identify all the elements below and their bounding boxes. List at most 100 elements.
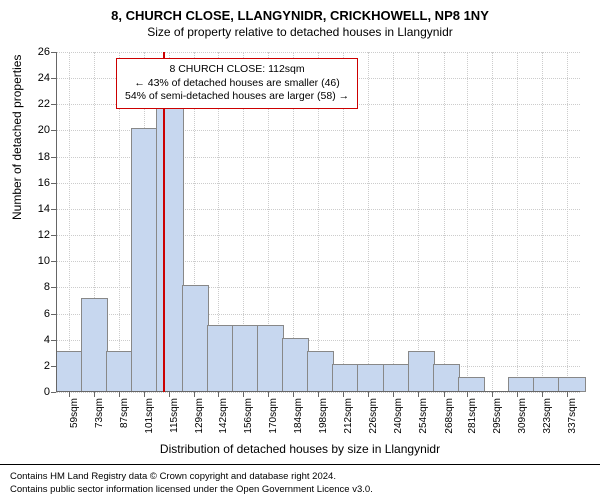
- gridline-v: [492, 52, 493, 392]
- xtick-label: 59sqm: [69, 398, 80, 428]
- xtick-mark: [444, 392, 445, 397]
- histogram-bar: [307, 351, 334, 392]
- xtick-label: 101sqm: [144, 398, 155, 434]
- xtick-label: 142sqm: [218, 398, 229, 434]
- xtick-label: 73sqm: [94, 398, 105, 428]
- histogram-bar: [332, 364, 359, 392]
- histogram-bar: [182, 285, 209, 392]
- xtick-label: 87sqm: [119, 398, 130, 428]
- histogram-bar: [282, 338, 309, 392]
- y-axis-line: [56, 52, 57, 392]
- xtick-mark: [293, 392, 294, 397]
- xtick-mark: [268, 392, 269, 397]
- histogram-bar: [433, 364, 460, 392]
- xtick-mark: [492, 392, 493, 397]
- annotation-line3: 54% of semi-detached houses are larger (…: [125, 90, 349, 104]
- histogram-bar: [357, 364, 384, 392]
- ytick-label: 10: [38, 255, 50, 267]
- gridline-v: [467, 52, 468, 392]
- xtick-label: 323sqm: [542, 398, 553, 434]
- xtick-mark: [393, 392, 394, 397]
- xtick-mark: [567, 392, 568, 397]
- xtick-label: 115sqm: [169, 398, 180, 433]
- xtick-mark: [467, 392, 468, 397]
- xtick-label: 295sqm: [492, 398, 503, 434]
- xtick-mark: [368, 392, 369, 397]
- footer-line1: Contains HM Land Registry data © Crown c…: [10, 471, 590, 483]
- xtick-mark: [69, 392, 70, 397]
- histogram-bar: [257, 325, 284, 392]
- histogram-bar: [408, 351, 435, 392]
- annotation-box: 8 CHURCH CLOSE: 112sqm← 43% of detached …: [116, 58, 358, 109]
- gridline-v: [393, 52, 394, 392]
- xtick-mark: [243, 392, 244, 397]
- chart-footer: Contains HM Land Registry data © Crown c…: [0, 464, 600, 500]
- ytick-label: 4: [44, 334, 50, 346]
- y-axis-label: Number of detached properties: [10, 55, 24, 220]
- xtick-mark: [144, 392, 145, 397]
- ytick-label: 14: [38, 203, 50, 215]
- x-axis-line: [56, 391, 580, 392]
- histogram-bar: [533, 377, 560, 392]
- histogram-bar: [81, 298, 108, 392]
- ytick-label: 6: [44, 308, 50, 320]
- ytick-label: 12: [38, 229, 50, 241]
- x-axis-label: Distribution of detached houses by size …: [0, 442, 600, 456]
- xtick-label: 309sqm: [517, 398, 528, 434]
- ytick-label: 20: [38, 124, 50, 136]
- histogram-bar: [56, 351, 83, 392]
- xtick-mark: [542, 392, 543, 397]
- annotation-line2: ← 43% of detached houses are smaller (46…: [125, 77, 349, 91]
- histogram-bar: [207, 325, 234, 392]
- ytick-label: 8: [44, 281, 50, 293]
- xtick-label: 198sqm: [318, 398, 329, 434]
- chart-subtitle: Size of property relative to detached ho…: [0, 23, 600, 39]
- xtick-mark: [418, 392, 419, 397]
- ytick-label: 24: [38, 72, 50, 84]
- xtick-label: 129sqm: [194, 398, 205, 434]
- xtick-label: 226sqm: [368, 398, 379, 434]
- xtick-label: 240sqm: [393, 398, 404, 434]
- ytick-label: 16: [38, 177, 50, 189]
- xtick-mark: [94, 392, 95, 397]
- gridline-v: [418, 52, 419, 392]
- xtick-mark: [169, 392, 170, 397]
- xtick-label: 281sqm: [467, 398, 478, 434]
- xtick-label: 337sqm: [567, 398, 578, 434]
- gridline-v: [517, 52, 518, 392]
- histogram-bar: [508, 377, 535, 392]
- xtick-label: 268sqm: [444, 398, 455, 434]
- histogram-bar: [106, 351, 133, 392]
- chart-plot-area: 0246810121416182022242659sqm73sqm87sqm10…: [56, 52, 580, 392]
- ytick-label: 18: [38, 151, 50, 163]
- annotation-line1: 8 CHURCH CLOSE: 112sqm: [125, 63, 349, 77]
- xtick-label: 254sqm: [418, 398, 429, 434]
- xtick-mark: [218, 392, 219, 397]
- gridline-v: [69, 52, 70, 392]
- xtick-label: 170sqm: [268, 398, 279, 434]
- gridline-v: [368, 52, 369, 392]
- xtick-mark: [119, 392, 120, 397]
- gridline-v: [542, 52, 543, 392]
- xtick-mark: [517, 392, 518, 397]
- histogram-bar: [458, 377, 485, 392]
- histogram-bar: [156, 102, 183, 392]
- chart-title: 8, CHURCH CLOSE, LLANGYNIDR, CRICKHOWELL…: [0, 0, 600, 23]
- histogram-bar: [232, 325, 259, 392]
- histogram-bar: [558, 377, 585, 392]
- ytick-label: 2: [44, 360, 50, 372]
- histogram-bar: [131, 128, 158, 392]
- ytick-label: 26: [38, 46, 50, 58]
- ytick-label: 0: [44, 386, 50, 398]
- gridline-v: [444, 52, 445, 392]
- footer-line2: Contains public sector information licen…: [10, 484, 590, 496]
- gridline-v: [567, 52, 568, 392]
- xtick-mark: [318, 392, 319, 397]
- xtick-label: 212sqm: [343, 398, 354, 434]
- xtick-label: 184sqm: [293, 398, 304, 434]
- ytick-mark: [51, 392, 56, 393]
- xtick-label: 156sqm: [243, 398, 254, 434]
- xtick-mark: [194, 392, 195, 397]
- ytick-label: 22: [38, 98, 50, 110]
- histogram-bar: [383, 364, 410, 392]
